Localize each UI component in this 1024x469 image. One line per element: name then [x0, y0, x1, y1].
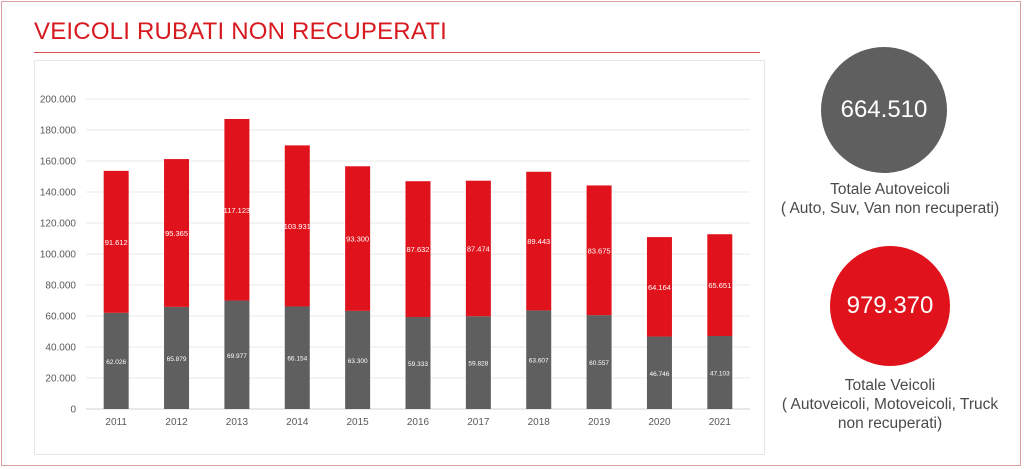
data-label: 69.977 — [227, 353, 247, 360]
data-label: 60.557 — [589, 360, 609, 367]
data-label: 62.026 — [106, 359, 126, 366]
data-label: 59.333 — [408, 361, 428, 368]
x-tick-label: 2014 — [286, 417, 309, 428]
x-tick-label: 2012 — [165, 417, 188, 428]
total-autoveicoli-circle: 664.510 — [821, 47, 947, 173]
bar-segment-red — [103, 170, 129, 313]
data-label: 91.612 — [105, 238, 128, 247]
bar-segment-grey — [224, 300, 250, 409]
data-label: 46.746 — [650, 371, 670, 378]
data-label: 87.632 — [407, 245, 430, 254]
title-underline — [34, 52, 760, 53]
x-tick-label: 2015 — [347, 417, 370, 428]
total-veicoli-sublabel-1: ( Autoveicoli, Motoveicoli, Truck — [781, 396, 999, 413]
data-label: 63.300 — [348, 358, 368, 365]
bar-segment-grey — [646, 336, 672, 409]
y-tick-label: 80.000 — [45, 281, 76, 292]
x-tick-label: 2011 — [105, 417, 127, 428]
bar-segment-red — [707, 234, 733, 336]
y-tick-label: 180.000 — [40, 126, 77, 137]
data-label: 65.651 — [708, 281, 731, 290]
y-tick-label: 100.000 — [40, 250, 77, 261]
data-label: 65.879 — [167, 356, 187, 363]
bar-segment-grey — [345, 310, 371, 409]
x-tick-label: 2020 — [648, 417, 671, 428]
x-tick-label: 2018 — [528, 417, 551, 428]
total-autoveicoli-sublabel: ( Auto, Suv, Van non recuperati) — [780, 200, 1000, 217]
data-label: 83.675 — [588, 246, 611, 255]
bar-segment-grey — [284, 306, 310, 409]
bar-segment-grey — [707, 335, 733, 409]
y-tick-label: 40.000 — [45, 343, 76, 354]
bar-segment-red — [284, 145, 310, 307]
data-label: 103.931 — [284, 222, 311, 231]
bar-segment-grey — [526, 310, 552, 409]
bar-segment-grey — [586, 315, 612, 409]
bar-segment-grey — [103, 312, 129, 409]
data-label: 64.164 — [648, 283, 671, 292]
bar-segment-red — [586, 185, 612, 316]
y-tick-label: 0 — [70, 405, 76, 416]
data-label: 95.365 — [165, 229, 188, 238]
x-tick-label: 2013 — [226, 417, 249, 428]
x-tick-label: 2019 — [588, 417, 611, 428]
total-veicoli-circle: 979.370 — [830, 246, 950, 366]
y-tick-label: 200.000 — [40, 95, 77, 106]
data-label: 117.123 — [224, 206, 251, 215]
data-label: 66.154 — [287, 356, 307, 363]
bar-segment-red — [224, 118, 250, 301]
data-label: 63.607 — [529, 358, 549, 365]
bar-segment-grey — [164, 306, 190, 409]
bar-segment-red — [405, 181, 431, 318]
y-tick-label: 120.000 — [40, 219, 77, 230]
stacked-bar-chart: 0 20.000 40.000 60.000 80.000 100.000 120.000 1… — [40, 95, 750, 428]
y-tick-label: 20.000 — [45, 374, 76, 385]
x-tick-label: 2016 — [407, 417, 430, 428]
total-autoveicoli-value: 664.510 — [840, 96, 928, 123]
data-label: 47.103 — [710, 370, 730, 377]
x-tick-label: 2021 — [709, 417, 732, 428]
total-veicoli-caption: Totale Veicoli ( Autoveicoli, Motoveicol… — [765, 376, 1015, 433]
bar-segment-red — [465, 180, 491, 317]
total-autoveicoli-label: Totale Autoveicoli — [830, 181, 950, 198]
total-autoveicoli-caption: Totale Autoveicoli ( Auto, Suv, Van non … — [770, 180, 1010, 218]
page-title: VEICOLI RUBATI NON RECUPERATI — [34, 18, 447, 45]
x-tick-label: 2017 — [467, 417, 490, 428]
bar-segment-red — [646, 237, 672, 337]
y-tick-label: 160.000 — [40, 157, 77, 168]
bar-segment-grey — [465, 316, 491, 409]
total-veicoli-label: Totale Veicoli — [844, 377, 936, 394]
data-label: 93.300 — [346, 235, 369, 244]
data-label: 87.474 — [467, 244, 490, 253]
data-label: 59.828 — [468, 361, 488, 368]
bar-segment-red — [526, 171, 552, 311]
total-veicoli-sublabel-2: non recuperati) — [837, 415, 943, 432]
bar-segment-red — [164, 159, 190, 307]
y-tick-label: 140.000 — [40, 188, 77, 199]
y-tick-label: 60.000 — [45, 312, 76, 323]
chart-panel — [34, 60, 765, 455]
bar-segment-red — [345, 166, 371, 311]
data-label: 89.443 — [527, 237, 550, 246]
total-veicoli-value: 979.370 — [846, 292, 934, 319]
bar-segment-grey — [405, 317, 431, 409]
